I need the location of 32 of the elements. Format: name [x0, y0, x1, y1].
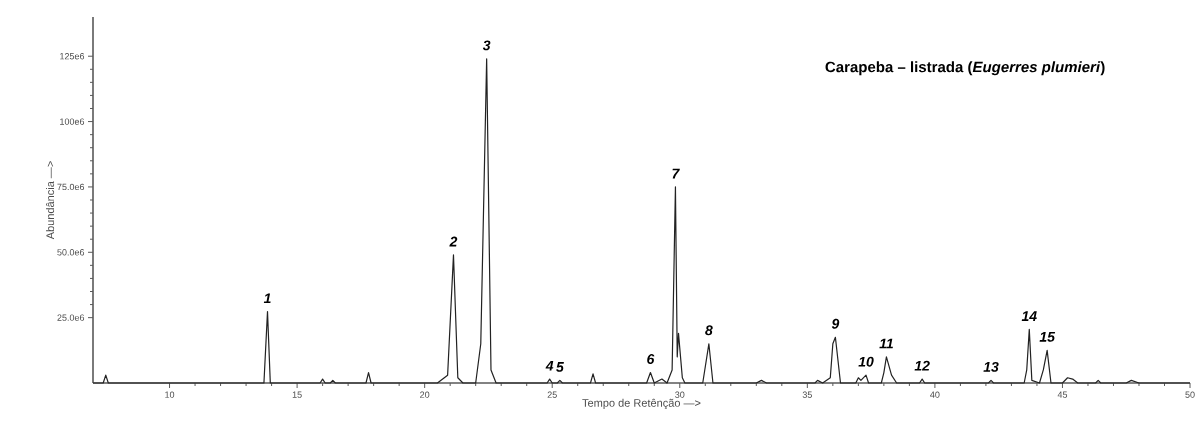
annotation: 11 [879, 338, 893, 349]
y-tick-label: 100e6 [60, 118, 85, 125]
annotation: 7 [672, 168, 680, 179]
annotation: 15 [1039, 332, 1056, 342]
x-axis-title: Tempo de Retênção —> [582, 398, 701, 410]
annotation: 12 [914, 360, 930, 371]
annotation: 10 [858, 356, 874, 367]
y-tick-label: 125e6 [60, 53, 85, 60]
annotation: 13 [983, 361, 999, 372]
x-tick-label: 35 [802, 391, 812, 398]
annotation: 2 [449, 236, 458, 247]
x-tick-label: 40 [930, 391, 940, 398]
x-tick-label: 30 [675, 391, 685, 398]
x-tick-label: 15 [292, 391, 302, 398]
annotation: 8 [705, 325, 713, 336]
annotation: 3 [482, 40, 491, 51]
text: Carapeba – listrada (Eugerres plumieri) [825, 61, 1105, 76]
x-tick-label: 25 [547, 391, 557, 398]
x-tick-label: 20 [420, 391, 430, 398]
annotation: 5 [556, 362, 564, 372]
y-axis-title: Abundância —> [45, 161, 55, 240]
y-tick-label: 50.0e6 [57, 249, 85, 256]
annotation: 1 [263, 293, 271, 304]
x-tick-label: 50 [1185, 391, 1195, 398]
annotation: 14 [1021, 311, 1037, 321]
x-tick-label: 10 [165, 391, 175, 398]
annotation: 6 [647, 354, 655, 365]
annotation: 4 [545, 360, 554, 371]
x-tick-label: 45 [1057, 391, 1068, 398]
annotation: 9 [831, 318, 840, 329]
y-tick-label: 75.0e6 [57, 183, 85, 191]
y-tick-label: 25.0e6 [57, 314, 85, 321]
